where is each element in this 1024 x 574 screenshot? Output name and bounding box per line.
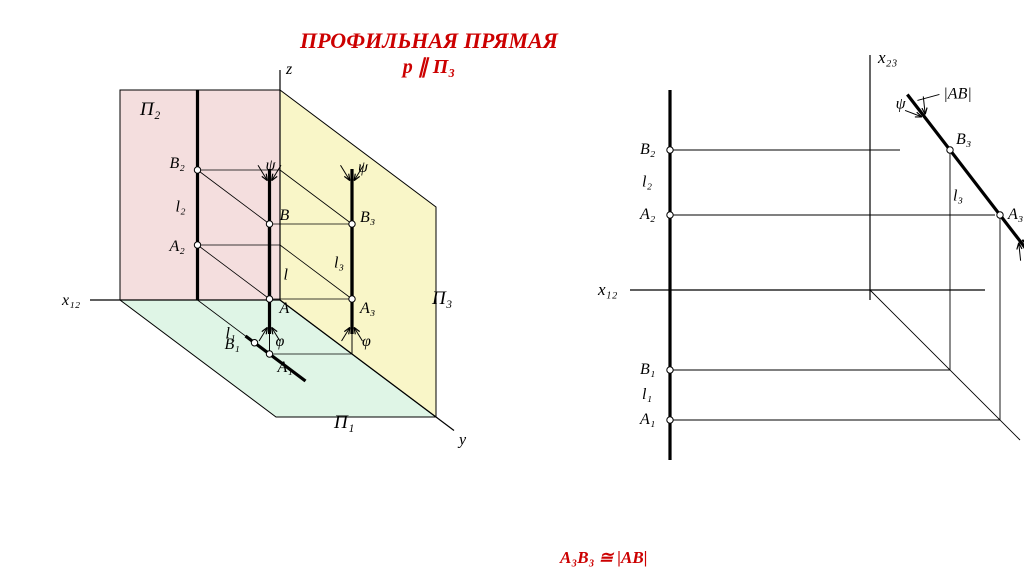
isometric-view [90,70,454,431]
pt-B3-r: B₃ [956,131,971,148]
angle-psi-r: ψ [896,95,907,112]
line-l3: l₃ [334,255,344,272]
angle-psi-l: ψ [266,157,277,174]
label-AB: |AB| [943,85,971,102]
axis-z: z [285,61,293,78]
pt-B1-r: B₁ [640,361,655,378]
pt-A3-r: A₃ [1007,206,1023,223]
line-l3-r: l₃ [953,188,963,205]
plane-p3: П₃ [431,288,452,309]
axis-x12: x₁₂ [61,292,81,309]
pt-B: B [280,207,290,224]
axis-y: y [457,432,467,449]
line-l2: l₂ [176,199,186,216]
pt-A1: A₁ [277,359,293,376]
title-line1: ПРОФИЛЬНАЯ ПРЯМАЯ [300,28,558,54]
footnote: A₃B₃ ≅ |AB| [560,548,647,568]
line-l1: l₁ [226,325,236,342]
pt-B2-r: B₂ [640,141,656,158]
epure-view [630,55,1024,460]
angle-phi-l: φ [276,333,285,350]
pt-A3: A₃ [359,300,375,317]
pt-A1-r: A₁ [639,411,655,428]
line-l2-r: l₂ [642,174,652,191]
title-line2: p ∥ П₃ [300,54,558,79]
axis-x23-r: x₂₃ [877,48,897,67]
plane-p1: П₁ [333,412,354,433]
pt-B3: B₃ [360,209,375,226]
page-title: ПРОФИЛЬНАЯ ПРЯМАЯ p ∥ П₃ [300,28,558,79]
pt-A2: A₂ [169,238,186,255]
line-l1-r: l₁ [642,386,652,403]
pt-A: A [279,300,290,317]
pt-A2-r: A₂ [639,206,656,223]
plane-p2: П₂ [139,99,161,120]
angle-phi-l3: φ [362,333,371,350]
line-l: l [284,267,289,284]
pt-B2: B₂ [170,155,186,172]
angle-psi-l3: ψ [358,159,369,176]
axis-x12-r: x₁₂ [597,280,617,299]
